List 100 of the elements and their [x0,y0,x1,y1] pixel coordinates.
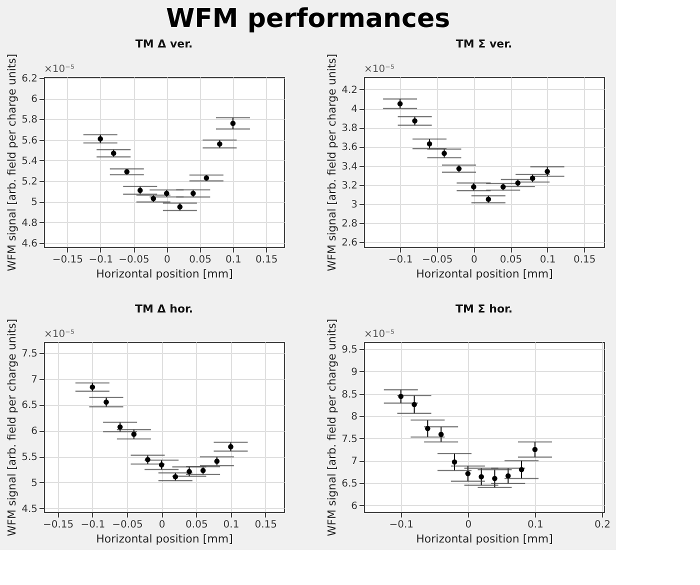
point [456,166,462,172]
chart-title: TM Σ ver. [456,37,512,50]
point [505,473,511,478]
point [158,462,164,468]
y-tick-label: 8 [351,412,358,423]
x-tick-label: −0.05 [118,254,150,266]
x-tick-label: −0.15 [43,520,74,530]
point [486,196,492,202]
point [530,176,536,181]
point [177,204,183,210]
x-tick-label: 0 [471,254,478,266]
point [544,168,550,174]
x-tick-label: −0.1 [80,520,106,530]
y-tick-label: 6 [31,426,38,438]
text: ×10⁻⁵ [44,329,74,340]
point [117,424,123,430]
point [131,432,137,437]
point [515,180,521,186]
point [398,394,404,400]
y-tick-label: 6 [351,500,358,512]
point [137,188,143,193]
point [90,384,96,390]
y-tick-label: 3.8 [342,123,358,134]
y-tick-label: 4.8 [22,218,38,229]
point [110,150,116,156]
y-tick-label: 5.2 [22,176,38,188]
text: ×10⁻⁵ [364,329,394,340]
x-tick-label: 0 [164,254,170,266]
point [518,466,524,472]
y-tick-label: 4.6 [22,238,38,250]
x-axis-title: Horizontal position [mm] [96,532,233,546]
point [397,101,403,106]
x-tick-label: 0.1 [527,520,544,530]
point [500,184,506,190]
y-tick-label: 6.5 [22,400,38,412]
point [412,402,417,408]
point [150,196,156,202]
y-tick-label: 3.2 [342,180,358,192]
text: WFM performances [166,4,450,34]
y-tick-label: 2.8 [342,218,358,230]
x-tick-label: −0.15 [52,254,84,266]
x-tick-label: −0.1 [389,520,414,530]
point [426,141,432,146]
point [532,446,538,452]
point [230,120,236,126]
point [465,470,471,476]
y-axis-title: WFM signal [arb. field per charge units] [326,318,339,536]
point [124,169,130,174]
y-tick-label: 4.5 [22,504,38,515]
x-tick-label: −0.05 [112,520,143,530]
y-tick-label: 5.5 [22,452,38,464]
x-tick-label: 0.05 [189,254,212,266]
y-tick-label: 7.5 [22,348,38,360]
y-tick-label: 3.4 [342,161,358,172]
x-axis-title: Horizontal position [mm] [416,532,553,546]
x-tick-label: −0.1 [388,254,413,266]
x-axis-title: Horizontal position [mm] [96,268,233,280]
text: ×10⁻⁵ [364,64,394,75]
x-tick-label: 0.05 [186,520,208,530]
chart-title: TM Σ hor. [455,302,513,316]
x-tick-label: 0.15 [573,254,596,266]
y-axis-title: WFM signal [arb. field per charge units] [6,318,19,536]
y-tick-label: 8.5 [342,389,358,400]
x-tick-label: −0.05 [422,254,453,266]
x-tick-label: 0.1 [223,520,240,530]
y-tick-label: 5.6 [22,135,38,146]
x-tick-label: 0 [465,520,472,530]
y-tick-label: 6 [31,94,38,106]
point [478,474,484,480]
y-tick-label: 7.5 [342,434,358,445]
x-tick-label: 0.15 [255,254,278,266]
y-tick-label: 2.6 [342,238,358,249]
y-tick-label: 4.2 [342,84,358,96]
y-tick-label: 5 [31,478,38,489]
y-tick-label: 6.5 [342,478,358,490]
x-tick-label: 0.05 [500,254,522,266]
text: ×10⁻⁵ [44,64,74,75]
x-axis-title: Horizontal position [mm] [416,268,553,280]
point [145,457,150,462]
x-tick-label: 0.2 [594,520,610,530]
y-tick-label: 9.5 [342,344,358,356]
y-tick-label: 6.2 [22,74,38,85]
y-tick-label: 7 [351,456,358,468]
y-tick-label: 4 [351,104,358,116]
point [186,468,192,474]
y-tick-label: 3.6 [342,142,358,154]
point [452,459,458,465]
x-tick-label: 0 [158,520,166,530]
x-tick-label: 0.1 [540,254,556,266]
point [492,476,498,482]
y-tick-label: 7 [31,374,38,386]
y-tick-label: 3 [351,200,358,211]
y-axis-title: WFM signal [arb. field per charge units] [326,54,339,272]
x-tick-label: 0.1 [225,254,242,266]
y-tick-label: 5.4 [22,156,38,167]
point [214,458,220,464]
y-tick-label: 5.8 [22,114,38,126]
y-tick-label: 5 [31,197,38,208]
chart-title: TM Δ hor. [134,302,194,316]
point [172,474,178,480]
